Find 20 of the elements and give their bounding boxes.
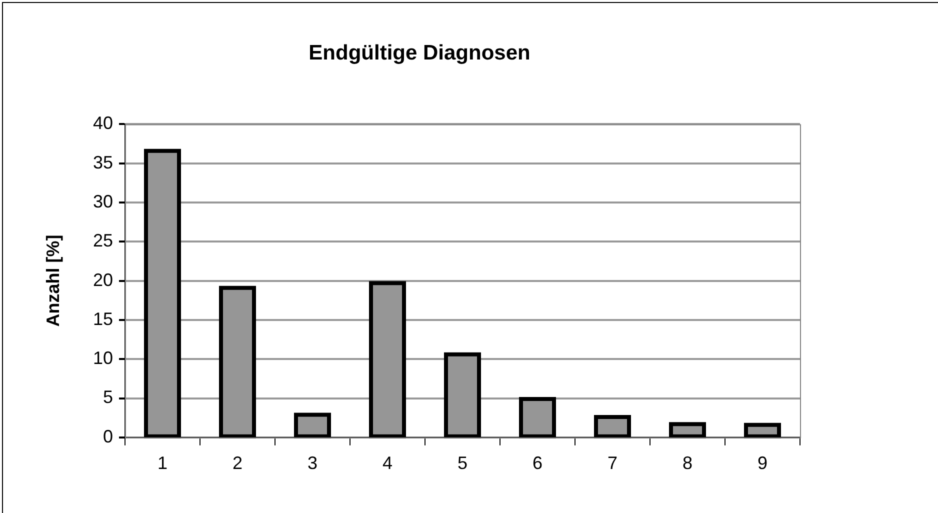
y-tick-label: 30 (92, 191, 113, 212)
chart-title: Endgültige Diagnosen (308, 41, 530, 64)
x-tick-label: 6 (532, 453, 543, 474)
y-axis-title: Anzahl [%] (42, 234, 63, 327)
x-tick-label: 8 (682, 453, 693, 474)
x-tick-label: 2 (232, 453, 243, 474)
y-tick-label: 10 (92, 348, 113, 368)
y-tick-label: 35 (92, 152, 113, 172)
x-tick-label: 7 (607, 453, 618, 474)
x-tick-label: 1 (157, 453, 168, 474)
y-tick-label: 15 (92, 308, 113, 329)
y-tick-label: 20 (92, 270, 113, 290)
y-tick-label: 40 (92, 113, 113, 134)
y-tick-label: 25 (92, 230, 113, 251)
x-tick-label: 5 (457, 453, 468, 474)
x-tick-label: 4 (382, 453, 393, 474)
y-tick-label: 5 (102, 387, 113, 408)
x-tick-label: 9 (757, 453, 768, 474)
y-tick-label: 0 (102, 426, 113, 446)
x-tick-label: 3 (307, 453, 318, 474)
